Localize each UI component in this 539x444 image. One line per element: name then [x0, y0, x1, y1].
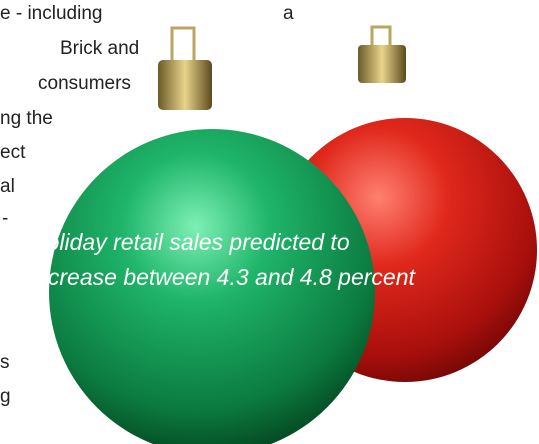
page-body: e - including a Brick and consumers ng t… — [0, 0, 539, 444]
document: e - including a Brick and consumers ng t… — [0, 0, 539, 444]
green-ornament-cap — [158, 60, 212, 110]
body-line: s — [0, 352, 10, 373]
green-ornament-loop — [172, 28, 194, 60]
body-line: e - including — [0, 3, 102, 24]
page: {"body_text": {"lines": ["e - including"… — [0, 0, 539, 444]
body-line: consumers — [38, 73, 131, 94]
red-ornament-loop — [372, 27, 390, 45]
red-ornament-cap — [358, 45, 406, 83]
body-line: al — [0, 176, 15, 197]
body-line: g — [0, 386, 11, 407]
body-line: Brick and — [60, 38, 139, 59]
body-line: - — [2, 208, 8, 229]
caption-line: increase between 4.3 and 4.8 percent — [30, 264, 416, 290]
body-line: ng the — [0, 108, 53, 129]
body-line: a — [283, 3, 294, 24]
body-line: ect — [0, 142, 26, 163]
caption-line: Holiday retail sales predicted to — [30, 229, 350, 255]
